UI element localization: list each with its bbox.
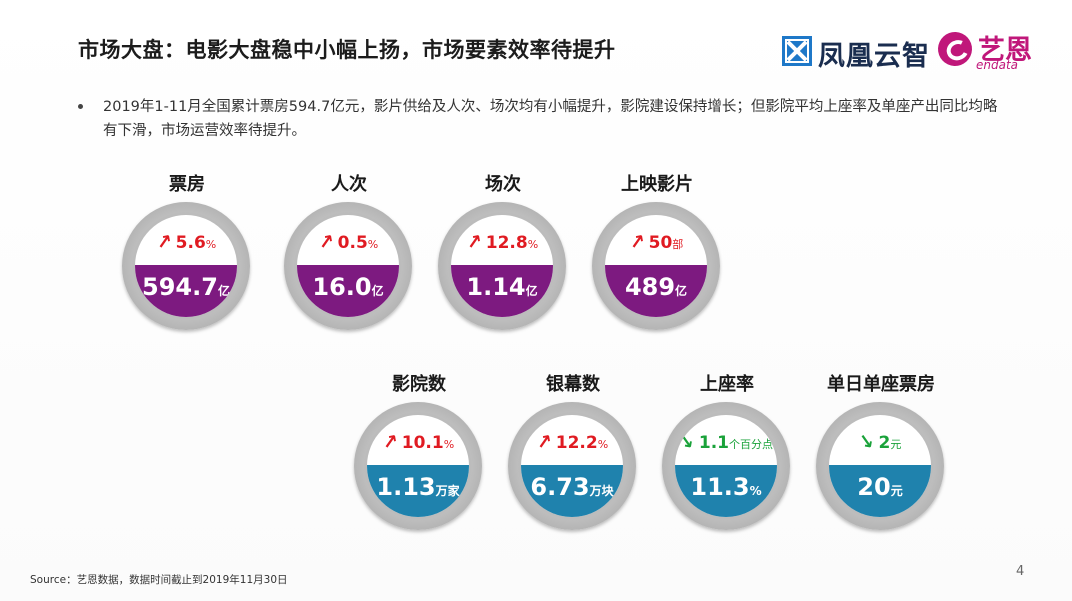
metric-admissions: 人次 ↑0.5% 16.0亿 bbox=[284, 170, 414, 330]
metric-released-films: 上映影片 ↑50部 489亿 bbox=[592, 170, 722, 330]
metric-screenings: 场次 ↑12.8% 1.14亿 bbox=[438, 170, 568, 330]
arrow-up-icon: ↑ bbox=[376, 428, 403, 456]
metric-change: ↑5.6% bbox=[150, 228, 217, 256]
metric-value: 20元 bbox=[857, 473, 903, 501]
arrow-down-icon: ↓ bbox=[675, 428, 700, 456]
fenghuang-logo-icon bbox=[782, 36, 812, 66]
arrow-up-icon: ↑ bbox=[530, 428, 557, 456]
metric-value: 11.3% bbox=[690, 473, 762, 501]
metric-value: 594.7亿 bbox=[142, 273, 230, 301]
metric-value-band bbox=[367, 465, 469, 517]
metric-label: 场次 bbox=[485, 174, 521, 195]
metric-ring: ↑0.5% 16.0亿 bbox=[284, 202, 412, 330]
page-number: 4 bbox=[1016, 564, 1025, 579]
endata-logo-cn: 艺恩 bbox=[978, 35, 1032, 66]
arrow-up-icon: ↑ bbox=[623, 228, 650, 256]
metric-label: 影院数 bbox=[392, 374, 446, 395]
metric-value-band bbox=[829, 465, 931, 517]
metric-ring: ↑10.1% 1.13万家 bbox=[354, 402, 482, 530]
metric-ring: ↑50部 489亿 bbox=[592, 202, 720, 330]
source-note: Source：艺恩数据，数据时间截止到2019年11月30日 bbox=[30, 574, 288, 586]
metric-value: 1.13万家 bbox=[376, 473, 460, 501]
metric-occupancy: 上座率 ↓1.1个百分点 11.3% bbox=[662, 370, 792, 530]
metric-value: 489亿 bbox=[624, 273, 688, 301]
arrow-up-icon: ↑ bbox=[460, 228, 487, 256]
metric-change: ↑50部 bbox=[623, 228, 684, 256]
metric-change: ↑0.5% bbox=[312, 228, 379, 256]
metric-value: 1.14亿 bbox=[466, 273, 538, 301]
metric-value-band bbox=[297, 265, 399, 317]
metric-ring: ↑12.2% 6.73万块 bbox=[508, 402, 636, 530]
fenghuang-logo: 凤凰云智 bbox=[782, 34, 932, 72]
metric-value-band bbox=[675, 465, 777, 517]
fenghuang-logo-text: 凤凰云智 bbox=[818, 41, 930, 72]
bullet-icon bbox=[78, 104, 83, 109]
metric-cinemas: 影院数 ↑10.1% 1.13万家 bbox=[354, 370, 484, 530]
metric-screens: 银幕数 ↑12.2% 6.73万块 bbox=[508, 370, 638, 530]
summary-text: 2019年1-11月全国累计票房594.7亿元，影片供给及人次、场次均有小幅提升… bbox=[103, 99, 998, 139]
arrow-down-icon: ↓ bbox=[853, 428, 880, 456]
metric-value: 16.0亿 bbox=[312, 273, 384, 301]
metric-label: 上座率 bbox=[700, 374, 754, 395]
metric-label: 人次 bbox=[331, 174, 367, 195]
metric-value: 6.73万块 bbox=[530, 473, 614, 501]
metric-ring: ↓1.1个百分点 11.3% bbox=[662, 402, 790, 530]
metric-label: 上映影片 bbox=[621, 174, 693, 195]
metric-ring: ↑12.8% 1.14亿 bbox=[438, 202, 566, 330]
metric-change: ↑10.1% bbox=[376, 428, 455, 456]
metric-value-band bbox=[451, 265, 553, 317]
metric-box-office: 票房 ↑5.6% 594.7亿 bbox=[122, 170, 252, 330]
arrow-up-icon: ↑ bbox=[150, 228, 177, 256]
metric-label: 银幕数 bbox=[546, 374, 600, 395]
metric-change: ↓1.1个百分点 bbox=[675, 428, 774, 456]
page-title: 市场大盘：电影大盘稳中小幅上扬，市场要素效率待提升 bbox=[78, 38, 616, 62]
endata-logo-icon bbox=[933, 27, 977, 71]
metric-ring: ↓2元 20元 bbox=[816, 402, 944, 530]
metric-value-band bbox=[521, 465, 623, 517]
metric-label: 单日单座票房 bbox=[827, 374, 935, 395]
metric-value-band bbox=[605, 265, 707, 317]
metric-ring: ↑5.6% 594.7亿 bbox=[122, 202, 250, 330]
endata-logo-en: endata bbox=[976, 58, 1019, 72]
metric-daily-seat-revenue: 单日单座票房 ↓2元 20元 bbox=[816, 370, 946, 530]
endata-logo: 艺恩 endata bbox=[932, 27, 1047, 72]
metric-change: ↓2元 bbox=[853, 428, 902, 456]
arrow-up-icon: ↑ bbox=[312, 228, 339, 256]
metric-change: ↑12.8% bbox=[460, 228, 539, 256]
metric-label: 票房 bbox=[169, 174, 205, 195]
metric-value-band bbox=[135, 265, 237, 317]
metric-change: ↑12.2% bbox=[530, 428, 609, 456]
